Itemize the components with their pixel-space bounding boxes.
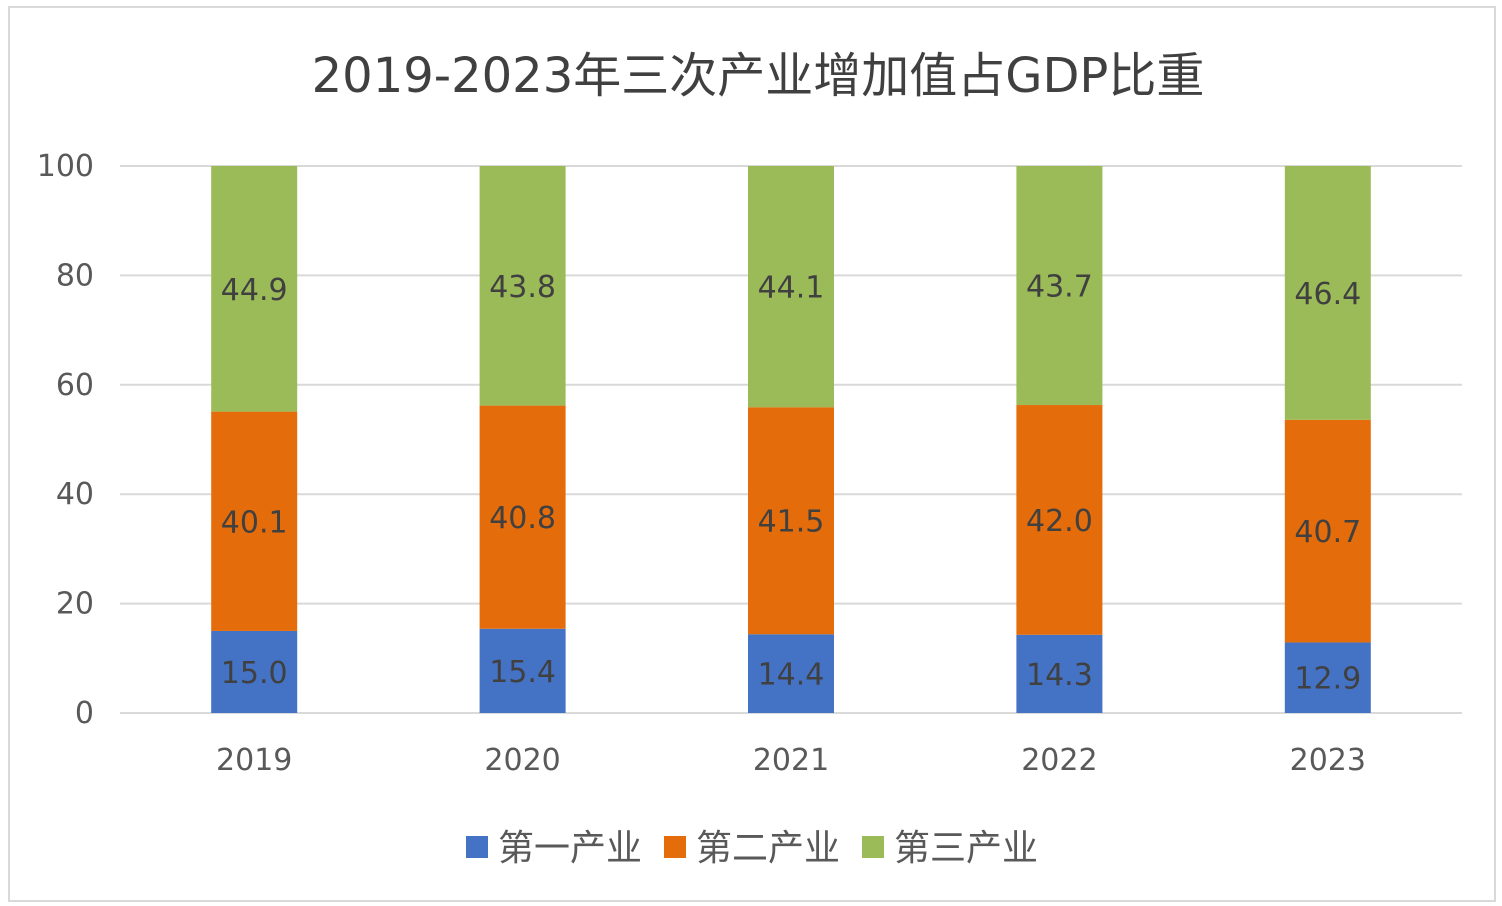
data-labels: 15.0 40.1 44.9 15.4 40.8 43.8 14.4 41.5 44.1 14.3… xyxy=(221,270,1361,697)
data-label: 14.3 xyxy=(1026,658,1093,693)
data-label: 40.7 xyxy=(1294,515,1361,550)
legend: 第一产业 第二产业 第三产业 xyxy=(466,828,1038,869)
y-tick-label: 20 xyxy=(56,587,94,622)
data-label: 15.0 xyxy=(221,656,288,691)
y-tick-label: 60 xyxy=(56,368,94,403)
data-label: 42.0 xyxy=(1026,504,1093,539)
x-tick-label: 2023 xyxy=(1290,743,1366,778)
data-label: 41.5 xyxy=(758,505,825,540)
y-tick-label: 80 xyxy=(56,258,94,293)
data-label: 14.4 xyxy=(758,658,825,693)
legend-swatch xyxy=(862,836,884,858)
data-label: 43.7 xyxy=(1026,270,1093,305)
data-label: 44.1 xyxy=(758,271,825,306)
bar-segment xyxy=(748,166,834,408)
bar-segment xyxy=(479,166,566,406)
data-label: 40.1 xyxy=(221,505,288,540)
x-tick-label: 2020 xyxy=(484,743,560,778)
bar-segment xyxy=(1016,405,1103,635)
legend-label: 第二产业 xyxy=(696,828,840,869)
data-label: 46.4 xyxy=(1294,277,1361,312)
data-label: 12.9 xyxy=(1294,662,1361,697)
x-tick-label: 2022 xyxy=(1021,743,1097,778)
legend-label: 第一产业 xyxy=(498,828,642,869)
data-label: 44.9 xyxy=(221,273,288,308)
bar-segment xyxy=(1016,634,1103,713)
bar-segment xyxy=(1284,642,1371,713)
x-axis-ticks: 2019 2020 2021 2022 2023 xyxy=(216,743,1366,778)
bar-segment xyxy=(211,166,298,412)
bars xyxy=(211,166,1371,713)
chart-title: 2019-2023年三次产业增加值占GDP比重 xyxy=(312,48,1205,104)
data-label: 43.8 xyxy=(489,270,556,305)
bar-segment xyxy=(1284,166,1371,420)
legend-swatch xyxy=(466,836,488,858)
bar-segment xyxy=(479,628,566,713)
bar-segment xyxy=(211,630,298,713)
bar-segment xyxy=(748,634,834,713)
x-tick-label: 2021 xyxy=(753,743,829,778)
data-label: 15.4 xyxy=(489,655,556,690)
bar-segment xyxy=(211,411,298,631)
bar-segment xyxy=(1016,166,1103,406)
bar-segment xyxy=(479,405,566,629)
x-tick-label: 2019 xyxy=(216,743,292,778)
legend-label: 第三产业 xyxy=(894,828,1038,869)
y-tick-label: 100 xyxy=(37,149,94,184)
bar-segment xyxy=(1284,419,1371,643)
bar-segment xyxy=(748,407,834,635)
legend-swatch xyxy=(664,836,686,858)
y-tick-label: 0 xyxy=(75,696,94,731)
y-tick-label: 40 xyxy=(56,477,94,512)
y-axis-ticks: 0 20 40 60 80 100 xyxy=(37,149,94,731)
data-label: 40.8 xyxy=(489,501,556,536)
